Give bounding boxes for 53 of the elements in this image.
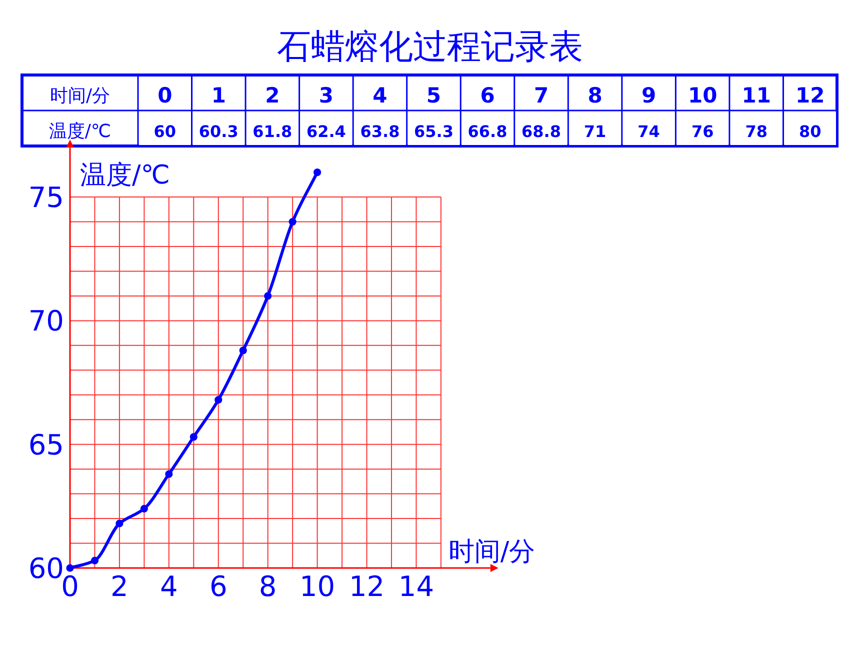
data-label: 63.8: [360, 122, 400, 141]
x-tick-label: 6: [209, 570, 228, 603]
point: [314, 168, 322, 176]
data-label: 68.8: [522, 122, 562, 141]
x-tick-label: 8: [258, 570, 277, 603]
data-label: 62.4: [306, 122, 346, 141]
point: [288, 218, 296, 226]
x-axis-title: 时间/分: [50, 86, 110, 106]
data-label: 76: [691, 122, 714, 141]
point: [239, 346, 247, 354]
point: [90, 556, 99, 564]
x-tick-label: 0: [158, 84, 172, 108]
data-label: 80: [798, 122, 822, 141]
data-label: 66.8: [468, 122, 508, 141]
x-tick-label: 2: [110, 570, 128, 603]
x-tick-label: 4: [372, 84, 388, 108]
point: [165, 470, 173, 478]
x-axis-title: 时间/分: [448, 537, 536, 567]
x-tick-label: 12: [348, 570, 385, 603]
y-tick-label: 75: [28, 181, 64, 214]
x-tick-label: 2: [265, 84, 280, 108]
x-tick-label: 8: [588, 84, 602, 108]
y-axis-title: 温度/℃: [80, 160, 170, 191]
x-tick-label: 5: [426, 84, 442, 108]
x-tick-label: 4: [160, 570, 178, 603]
point: [190, 433, 198, 441]
x-tick-label: 0: [61, 570, 79, 603]
x-tick-label: 6: [480, 84, 495, 108]
x-tick-label: 1: [211, 84, 226, 108]
x-tick-label: 14: [398, 570, 434, 603]
x-tick-label: 12: [796, 84, 825, 108]
data-label: 74: [638, 122, 660, 141]
x-tick-label: 3: [318, 84, 334, 108]
y-tick-label: 65: [28, 428, 64, 462]
point: [214, 396, 222, 404]
x-tick-label: 10: [688, 84, 718, 108]
x-tick-label: 9: [641, 84, 656, 108]
data-label: 60.3: [198, 122, 238, 141]
chart-title: 石蜡熔化过程记录表: [277, 27, 583, 67]
data-label: 65.3: [414, 122, 454, 141]
x-tick-label: 10: [299, 570, 336, 603]
data-label: 71: [584, 122, 606, 141]
point: [66, 564, 74, 572]
point: [116, 520, 124, 528]
point: [140, 504, 148, 512]
x-tick-label: 11: [742, 84, 771, 108]
data-label: 61.8: [252, 122, 292, 141]
point: [264, 292, 272, 300]
y-tick-label: 60: [28, 552, 64, 585]
x-tick-label: 7: [534, 84, 549, 108]
data-label: 78: [745, 122, 768, 141]
y-tick-label: 70: [28, 304, 64, 338]
data-label: 60: [154, 122, 176, 141]
